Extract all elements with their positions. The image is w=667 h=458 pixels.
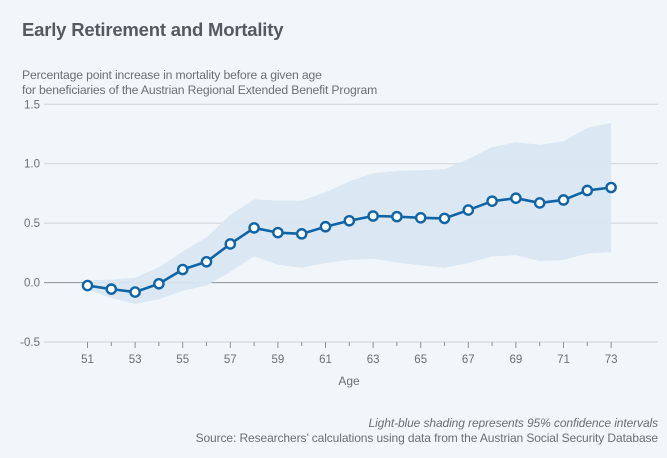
data-point [319, 220, 332, 233]
data-point [176, 263, 189, 276]
data-point [200, 255, 213, 268]
x-tick-label: 71 [557, 354, 570, 366]
x-tick-label: 65 [414, 354, 427, 366]
x-tick-label: 57 [224, 354, 237, 366]
x-axis: 51 53 55 57 59 61 63 65 67 69 71 73 [81, 342, 617, 366]
data-point [153, 277, 165, 290]
data-point [462, 204, 475, 216]
data-point [224, 238, 237, 250]
x-tick-label: 63 [367, 354, 380, 366]
y-tick-label: 1.5 [24, 99, 40, 111]
data-point [486, 195, 498, 207]
x-tick-label: 61 [319, 354, 332, 366]
y-tick-label: 0.5 [24, 218, 40, 230]
y-tick-label: 0.0 [24, 278, 40, 290]
x-axis-title: Age [338, 374, 360, 388]
footer-note: Light-blue shading represents 95% confid… [368, 416, 659, 430]
data-point [367, 210, 379, 222]
y-tick-label: 1.0 [24, 159, 40, 171]
data-point [581, 184, 594, 197]
data-point [272, 226, 284, 239]
data-point [105, 283, 118, 295]
data-point [248, 222, 260, 234]
subtitle-line-1: Percentage point increase in mortality b… [22, 68, 322, 82]
data-point [510, 192, 522, 204]
data-point [557, 194, 570, 206]
data-point [391, 210, 403, 223]
x-tick-label: 73 [605, 354, 618, 366]
x-tick-label: 67 [462, 354, 475, 366]
x-tick-label: 53 [129, 354, 142, 366]
data-point [414, 212, 427, 224]
chart-footer: Light-blue shading represents 95% confid… [195, 416, 659, 446]
data-point [605, 181, 617, 194]
data-point [81, 279, 94, 292]
chart-subtitle: Percentage point increase in mortality b… [22, 68, 377, 97]
data-points [81, 181, 617, 298]
data-point [438, 212, 451, 225]
subtitle-line-2: for beneficiaries of the Austrian Region… [22, 82, 378, 97]
x-tick-label: 69 [510, 354, 523, 366]
data-point [533, 197, 546, 209]
data-point [129, 286, 141, 298]
x-tick-label: 55 [176, 354, 189, 366]
x-tick-label: 59 [272, 354, 285, 366]
confidence-band [87, 122, 612, 304]
chart-title: Early Retirement and Mortality [22, 19, 284, 40]
data-point [343, 214, 356, 227]
footer-source: Source: Researchers’ calculations using … [195, 431, 659, 445]
data-point [295, 228, 308, 240]
x-tick-label: 51 [81, 354, 94, 366]
y-tick-label: -0.5 [20, 337, 40, 349]
